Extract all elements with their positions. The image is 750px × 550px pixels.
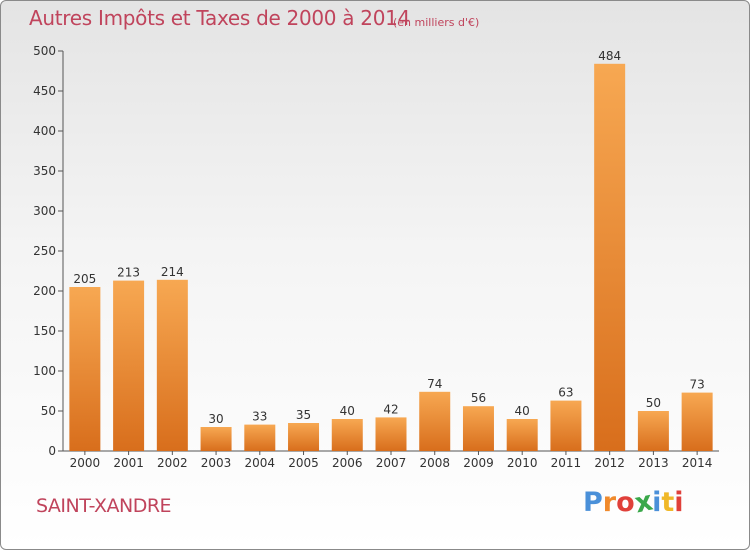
logo-letter: t (661, 487, 675, 518)
value-label-2004: 33 (252, 410, 267, 424)
y-tick-label: 300 (33, 204, 56, 218)
x-tick-label: 2001 (113, 456, 144, 470)
value-label-2003: 30 (208, 412, 223, 426)
x-tick-label: 2013 (638, 456, 669, 470)
bar-2014 (681, 392, 713, 451)
x-tick-label: 2003 (201, 456, 232, 470)
bar-2003 (200, 427, 232, 451)
x-tick-label: 2011 (551, 456, 582, 470)
chart-title: Autres Impôts et Taxes de 2000 à 2014 (29, 6, 410, 30)
value-label-2002: 214 (161, 265, 184, 279)
x-tick-label: 2010 (507, 456, 538, 470)
value-label-2013: 50 (646, 396, 661, 410)
logo-letter: P (583, 487, 603, 518)
logo-letter: o (616, 487, 635, 518)
y-tick-label: 400 (33, 124, 56, 138)
x-tick-label: 2014 (682, 456, 713, 470)
x-tick-label: 2004 (245, 456, 276, 470)
commune-name: SAINT-XANDRE (36, 495, 172, 517)
y-tick-label: 350 (33, 164, 56, 178)
y-tick-label: 250 (33, 244, 56, 258)
bar-2001 (113, 280, 145, 451)
chart-subtitle: (en milliers d'€) (393, 16, 480, 29)
bar-2002 (156, 279, 188, 451)
chart-bars (69, 63, 713, 452)
chart-labels: 2000 205 2001 213 2002 214 2003 30 2004 33 2005 35 2… (70, 49, 713, 470)
x-tick-label: 2002 (157, 456, 188, 470)
x-tick-label: 2009 (463, 456, 494, 470)
bar-2013 (637, 411, 669, 451)
value-label-2011: 63 (558, 386, 573, 400)
bar-2011 (550, 400, 582, 451)
y-tick-label: 200 (33, 284, 56, 298)
logo-letter: r (602, 487, 617, 518)
value-label-2014: 73 (689, 378, 704, 392)
value-label-2006: 40 (340, 404, 355, 418)
x-tick-label: 2008 (419, 456, 450, 470)
value-label-2001: 213 (117, 266, 140, 280)
y-tick-label: 150 (33, 324, 56, 338)
y-tick-label: 50 (41, 404, 56, 418)
y-tick-label: 0 (48, 444, 56, 458)
bar-2008 (419, 391, 451, 451)
chart-axes: 0 50 100 150 200 250 300 350 400 450 500 (33, 44, 719, 458)
y-tick-label: 100 (33, 364, 56, 378)
bar-2012 (594, 63, 626, 452)
x-tick-label: 2007 (376, 456, 407, 470)
x-tick-label: 2012 (594, 456, 625, 470)
value-label-2008: 74 (427, 377, 442, 391)
value-label-2007: 42 (383, 402, 398, 416)
x-tick-label: 2006 (332, 456, 363, 470)
bar-2006 (331, 419, 363, 451)
logo-letter: i (652, 487, 662, 518)
logo-letter: i (674, 487, 684, 518)
value-label-2009: 56 (471, 391, 486, 405)
bar-2000 (69, 287, 101, 451)
value-label-2012: 484 (598, 49, 621, 63)
bar-2007 (375, 417, 407, 451)
bar-2005 (288, 423, 320, 451)
y-tick-label: 450 (33, 84, 56, 98)
value-label-2005: 35 (296, 408, 311, 422)
x-tick-label: 2005 (288, 456, 319, 470)
value-label-2010: 40 (515, 404, 530, 418)
bar-2004 (244, 424, 276, 451)
proxiti-logo[interactable]: Proxiti (583, 486, 684, 520)
value-label-2000: 205 (73, 272, 96, 286)
bar-2009 (462, 406, 494, 451)
bar-2010 (506, 419, 538, 451)
x-tick-label: 2000 (70, 456, 101, 470)
y-tick-label: 500 (33, 44, 56, 58)
